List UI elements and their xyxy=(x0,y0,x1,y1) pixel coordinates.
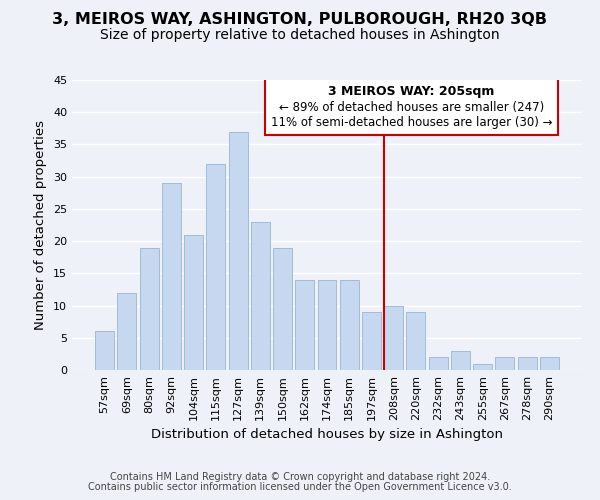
Text: 3 MEIROS WAY: 205sqm: 3 MEIROS WAY: 205sqm xyxy=(328,85,494,98)
Y-axis label: Number of detached properties: Number of detached properties xyxy=(34,120,47,330)
Bar xyxy=(162,183,181,370)
Bar xyxy=(496,357,514,370)
Bar xyxy=(340,280,359,370)
Bar xyxy=(273,248,292,370)
Bar xyxy=(95,332,114,370)
Text: ← 89% of detached houses are smaller (247): ← 89% of detached houses are smaller (24… xyxy=(279,100,544,114)
Bar xyxy=(451,350,470,370)
X-axis label: Distribution of detached houses by size in Ashington: Distribution of detached houses by size … xyxy=(151,428,503,442)
Bar xyxy=(317,280,337,370)
Text: Contains public sector information licensed under the Open Government Licence v3: Contains public sector information licen… xyxy=(88,482,512,492)
Bar xyxy=(206,164,225,370)
Bar xyxy=(406,312,425,370)
Bar xyxy=(473,364,492,370)
Text: Size of property relative to detached houses in Ashington: Size of property relative to detached ho… xyxy=(100,28,500,42)
Bar xyxy=(362,312,381,370)
Bar xyxy=(540,357,559,370)
Bar xyxy=(384,306,403,370)
Bar xyxy=(265,77,558,135)
Bar xyxy=(518,357,536,370)
Text: Contains HM Land Registry data © Crown copyright and database right 2024.: Contains HM Land Registry data © Crown c… xyxy=(110,472,490,482)
Text: 3, MEIROS WAY, ASHINGTON, PULBOROUGH, RH20 3QB: 3, MEIROS WAY, ASHINGTON, PULBOROUGH, RH… xyxy=(53,12,548,28)
Text: 11% of semi-detached houses are larger (30) →: 11% of semi-detached houses are larger (… xyxy=(271,116,552,129)
Bar xyxy=(251,222,270,370)
Bar xyxy=(229,132,248,370)
Bar xyxy=(295,280,314,370)
Bar xyxy=(140,248,158,370)
Bar xyxy=(429,357,448,370)
Bar xyxy=(118,292,136,370)
Bar xyxy=(184,234,203,370)
